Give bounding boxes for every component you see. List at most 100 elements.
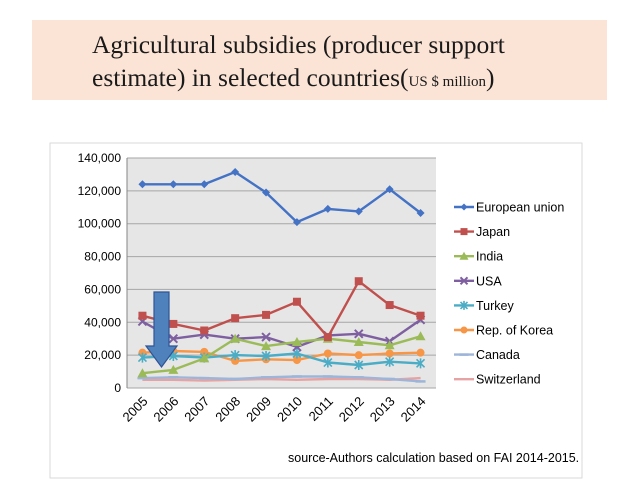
legend-entry: Switzerland	[454, 373, 541, 387]
data-point	[354, 360, 364, 370]
plot-area	[127, 158, 436, 388]
series-line	[141, 318, 422, 349]
data-point	[323, 349, 332, 358]
legend-label: India	[476, 250, 503, 264]
data-point	[416, 348, 425, 357]
legend-label: Rep. of Korea	[476, 324, 553, 338]
data-point	[384, 340, 395, 350]
data-point	[231, 167, 240, 176]
data-point	[459, 300, 469, 310]
data-point	[291, 337, 302, 346]
data-point	[459, 276, 469, 286]
data-point	[460, 326, 468, 334]
legend-entry: Turkey	[454, 299, 514, 313]
data-point	[353, 337, 364, 346]
data-point	[385, 185, 394, 194]
title-main: Agricultural subsidies (producer support…	[92, 30, 505, 92]
data-point	[168, 364, 179, 374]
legend-label: Canada	[476, 348, 520, 362]
blue-arrow-annotation	[144, 291, 179, 369]
data-point	[415, 331, 426, 341]
data-point	[460, 228, 468, 236]
data-point	[262, 310, 271, 319]
series-line	[142, 170, 422, 224]
data-point	[137, 352, 148, 363]
data-point	[262, 188, 271, 197]
series-canada	[137, 375, 426, 383]
legend-label: Japan	[476, 225, 510, 239]
legend-label: European union	[476, 201, 564, 215]
data-point	[415, 358, 426, 369]
series-switzerland	[142, 376, 421, 382]
data-point	[460, 203, 468, 211]
legend-label: Turkey	[476, 299, 514, 313]
y-tick-label: 20,000	[84, 348, 121, 362]
legend-label: Switzerland	[476, 373, 541, 387]
data-point	[169, 180, 178, 189]
data-point	[354, 351, 363, 360]
legend-entry: Canada	[454, 348, 520, 362]
y-tick-label: 40,000	[84, 315, 121, 329]
data-point	[261, 350, 271, 361]
data-point	[416, 209, 425, 218]
data-point	[459, 251, 469, 260]
legend-label: USA	[476, 274, 502, 288]
title-unit: US $ million	[408, 74, 487, 90]
data-point	[231, 356, 240, 365]
data-point	[261, 341, 272, 351]
data-point	[354, 329, 364, 339]
series-japan	[138, 277, 425, 342]
series-line	[142, 335, 421, 375]
data-point	[169, 319, 178, 328]
data-point	[200, 180, 209, 189]
data-point	[354, 207, 363, 216]
data-point	[385, 349, 394, 358]
data-point	[231, 314, 240, 323]
data-point	[354, 277, 363, 286]
data-point	[168, 334, 179, 344]
y-tick-label: 140,000	[78, 151, 122, 165]
page-title: Agricultural subsidies (producer support…	[92, 28, 592, 99]
legend-entry: USA	[454, 274, 502, 288]
data-point	[416, 311, 425, 320]
y-tick-label: 80,000	[84, 250, 121, 264]
data-point	[138, 311, 147, 320]
legend: European union Japan India USA Turkey Rep. of…	[454, 201, 564, 387]
series-european-union	[138, 167, 425, 227]
data-point	[323, 357, 333, 368]
series-line	[142, 376, 421, 382]
data-point	[323, 204, 332, 213]
y-tick-label: 60,000	[84, 282, 121, 296]
data-point	[138, 180, 147, 189]
data-point	[292, 297, 301, 306]
legend-entry: European union	[454, 201, 564, 215]
data-point	[385, 356, 395, 367]
data-point	[200, 326, 209, 335]
y-tick-label: 120,000	[78, 184, 122, 198]
y-tick-label: 0	[114, 381, 121, 395]
y-axis-ticks: 0 20,000 40,000 60,000 80,000 100,000 120,000 1…	[78, 151, 122, 395]
data-point	[292, 218, 301, 227]
data-point	[230, 350, 240, 361]
data-point	[385, 301, 394, 310]
series-group	[137, 167, 426, 383]
gridlines	[126, 157, 436, 389]
data-point	[199, 353, 210, 363]
legend-entry: Japan	[454, 225, 510, 239]
data-point	[137, 368, 148, 378]
series-line	[142, 375, 421, 383]
data-point	[323, 333, 332, 342]
data-point	[292, 356, 301, 365]
y-tick-label: 100,000	[78, 217, 122, 231]
title-band	[32, 20, 607, 100]
data-point	[261, 332, 271, 342]
data-point	[230, 333, 241, 343]
legend-entry: India	[454, 250, 503, 264]
title-close: )	[486, 63, 495, 92]
source-note: source-Authors calculation based on FAI …	[288, 451, 580, 465]
series-line	[142, 352, 421, 367]
down-arrow-shape	[144, 291, 179, 369]
series-line	[142, 280, 421, 339]
data-point	[200, 347, 209, 356]
